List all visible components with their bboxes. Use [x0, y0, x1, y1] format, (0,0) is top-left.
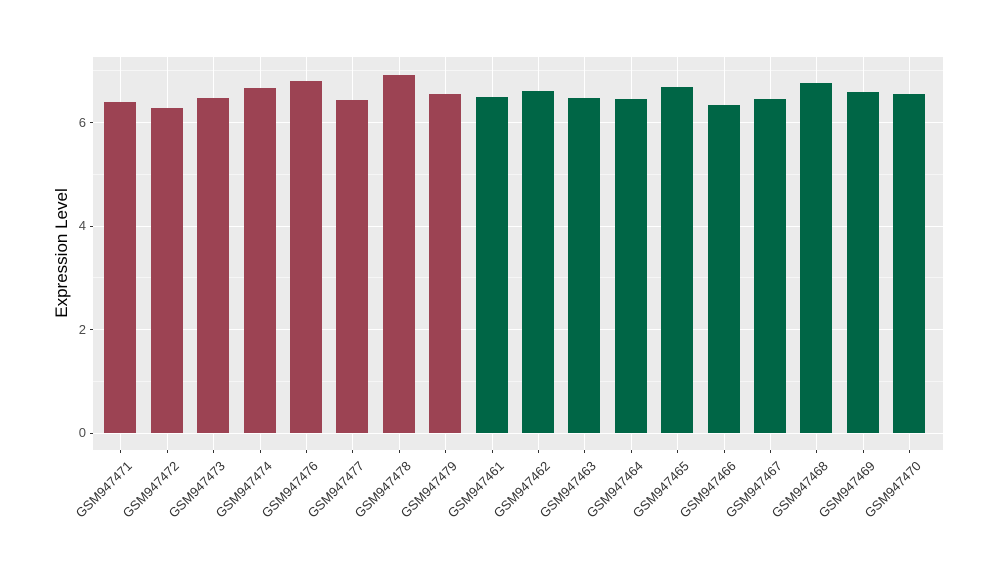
bar-GSM947474 [243, 88, 276, 433]
bar-GSM947469 [846, 92, 879, 433]
y-tick-label: 6 [78, 114, 86, 130]
y-tick-mark [90, 432, 93, 434]
bar-GSM947463 [568, 97, 601, 433]
x-tick-mark [259, 450, 261, 453]
x-tick-mark [723, 450, 725, 453]
bar-GSM947478 [382, 74, 415, 433]
x-tick-mark [398, 450, 400, 453]
bar-GSM947473 [197, 97, 230, 433]
x-tick-mark [538, 450, 539, 453]
bar-GSM947477 [336, 99, 369, 433]
x-tick-mark [770, 450, 771, 453]
y-gridline-minor [93, 277, 943, 279]
x-tick-mark [491, 450, 493, 453]
bar-GSM947466 [707, 104, 740, 433]
x-tick-mark [120, 450, 122, 453]
bar-GSM947468 [800, 82, 833, 433]
y-tick-mark [90, 225, 93, 227]
x-tick-mark [166, 450, 168, 453]
y-tick-label: 0 [78, 425, 86, 441]
x-tick-mark [584, 450, 586, 453]
bar-GSM947467 [754, 98, 786, 433]
y-tick-label: 4 [78, 218, 86, 234]
y-gridline-major [93, 432, 943, 434]
y-gridline-minor [93, 70, 943, 72]
bar-GSM947472 [150, 108, 183, 433]
y-gridline-major [93, 122, 943, 124]
chart-panel [93, 57, 943, 450]
bar-GSM947464 [614, 99, 647, 433]
x-tick-mark [352, 450, 354, 453]
x-tick-mark [862, 450, 864, 453]
y-gridline-major [93, 329, 943, 331]
y-gridline-major [93, 225, 943, 227]
bar-GSM947461 [475, 96, 508, 433]
x-tick-mark [213, 450, 215, 453]
x-tick-mark [816, 450, 818, 453]
x-tick-mark [630, 450, 632, 453]
bar-GSM947476 [289, 80, 322, 433]
x-tick-mark [677, 450, 679, 453]
y-tick-label: 2 [78, 321, 86, 337]
bar-GSM947479 [429, 94, 462, 433]
x-tick-mark [305, 450, 307, 453]
bar-GSM947471 [104, 102, 137, 433]
y-tick-mark [90, 122, 93, 124]
bar-GSM947462 [522, 90, 554, 433]
bar-GSM947470 [893, 94, 926, 433]
y-gridline-minor [93, 380, 943, 382]
x-tick-mark [909, 450, 911, 453]
y-axis-title: Expression Level [52, 188, 71, 318]
x-tick-mark [445, 450, 447, 453]
y-gridline-minor [93, 173, 943, 175]
bar-GSM947465 [661, 87, 694, 433]
y-tick-mark [90, 329, 93, 331]
